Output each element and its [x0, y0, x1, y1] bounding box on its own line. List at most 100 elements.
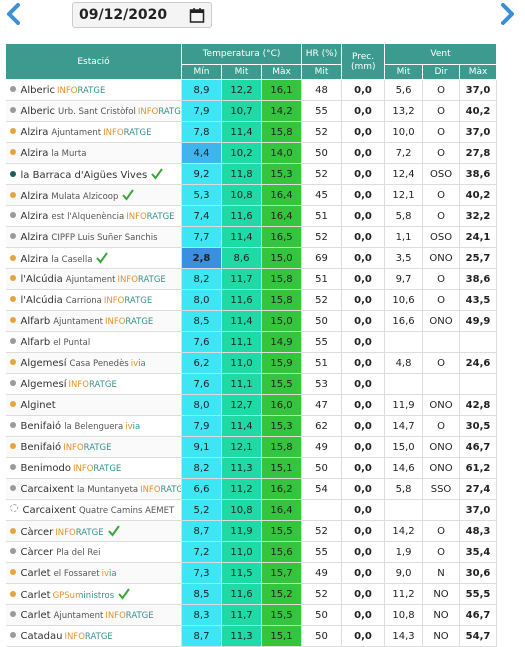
value-cell: 47 — [301, 394, 343, 416]
value-cell: 15,2 — [261, 583, 303, 605]
value-cell: 52 — [301, 289, 343, 311]
value-cell: 32,2 — [459, 205, 498, 227]
station-name: Alberic — [20, 84, 56, 96]
value-cell: 15,8 — [261, 268, 303, 290]
station-name: Benimodo — [20, 462, 71, 474]
value-cell: 15,8 — [261, 289, 303, 311]
value-cell: NO — [422, 625, 461, 647]
value-cell: O — [422, 184, 461, 206]
calendar-icon[interactable] — [189, 7, 205, 23]
network-tag: INFORATGE — [117, 274, 166, 285]
value-cell: 62 — [301, 415, 343, 437]
value-cell: 0,0 — [341, 541, 386, 563]
value-cell — [422, 499, 461, 521]
value-cell: 4,4 — [181, 142, 222, 164]
header-sub: Mín — [181, 64, 222, 80]
status-dot — [9, 527, 16, 534]
next-day-button[interactable] — [497, 3, 517, 25]
value-cell: 8,2 — [181, 268, 222, 290]
value-cell: 53 — [301, 373, 343, 395]
station-cell: Alfarb Ajuntament INFORATGE — [5, 310, 182, 332]
value-cell: 15,6 — [261, 541, 303, 563]
value-cell: 0,0 — [341, 520, 386, 542]
station-name: Càrcer — [20, 526, 54, 538]
value-cell: 50 — [301, 604, 343, 626]
station-cell: l'Alcúdia Ajuntament INFORATGE — [5, 268, 182, 290]
stations-table: Estació Temperatura (°C) HR (%) Prec. (m… — [5, 43, 498, 647]
station-name: l'Alcúdia — [20, 294, 63, 306]
network-tag: GPSuministros — [52, 590, 115, 601]
station-row: l'Alcúdia Ajuntament INFORATGE 8,2 11,7 15,8 5… — [5, 268, 498, 290]
toolbar: 09/12/2020 — [0, 0, 525, 32]
value-cell: 10,8 — [384, 604, 424, 626]
date-input[interactable]: 09/12/2020 — [72, 2, 212, 28]
value-cell: 11,0 — [221, 352, 262, 374]
prev-day-button[interactable] — [4, 3, 24, 25]
station-row: Benimodo INFORATGE 8,2 11,3 15,1 50 0,0 14,6 ONO… — [5, 457, 498, 479]
status-dot — [9, 463, 16, 470]
station-location: Carriona — [65, 295, 102, 306]
network-tag: INFORATGE — [103, 127, 152, 138]
status-dot — [9, 232, 16, 239]
check-icon — [96, 251, 109, 264]
value-cell: 16,4 — [261, 184, 303, 206]
status-dot — [9, 106, 16, 113]
value-cell: 0,0 — [341, 205, 386, 227]
status-dot — [9, 358, 16, 365]
station-cell: Benimodo INFORATGE — [5, 457, 182, 479]
station-name: Alfarb — [20, 336, 51, 348]
station-row: Carlet Ajuntament INFORATGE 8,3 11,7 15,5 50 0,… — [5, 604, 498, 626]
value-cell: 13,2 — [384, 100, 424, 122]
status-dot — [9, 547, 16, 554]
status-dot — [9, 568, 16, 575]
value-cell: 0,0 — [341, 79, 386, 101]
status-dot — [9, 631, 16, 638]
value-cell: 0,0 — [341, 163, 386, 185]
value-cell: 9,2 — [181, 163, 222, 185]
value-cell: 11,4 — [221, 415, 262, 437]
value-cell: 12,7 — [221, 394, 262, 416]
status-dot — [9, 191, 16, 198]
station-name: Alzira — [20, 253, 49, 265]
value-cell: 55 — [301, 541, 343, 563]
value-cell: 3,5 — [384, 247, 424, 269]
value-cell: 8,7 — [181, 520, 222, 542]
station-cell: Alfarb el Puntal — [5, 331, 182, 353]
network-tag: INFORATGE — [57, 85, 106, 96]
value-cell: 27,8 — [459, 142, 498, 164]
value-cell: 11,9 — [384, 394, 424, 416]
check-icon — [118, 587, 130, 600]
value-cell: 16,5 — [261, 226, 303, 248]
header-sub: Mit — [301, 64, 343, 80]
value-cell: 11,4 — [221, 226, 262, 248]
network-tag: INFORATGE — [126, 211, 175, 222]
header-sub: Dir — [422, 64, 461, 80]
value-cell: 0,0 — [341, 310, 386, 332]
value-cell: 15,1 — [261, 625, 303, 647]
value-cell: 11,9 — [221, 520, 262, 542]
station-cell: Carlet Ajuntament INFORATGE — [5, 604, 182, 626]
network-tag: ivia — [130, 358, 146, 369]
value-cell: 7,7 — [181, 226, 222, 248]
status-dot — [9, 254, 16, 261]
value-cell: 10,0 — [384, 121, 424, 143]
value-cell: ONO — [422, 310, 461, 332]
station-row: Alberic INFORATGE 8,9 12,2 16,1 48 0,0 5,6 O 37,0 — [5, 79, 498, 101]
value-cell: 51 — [301, 352, 343, 374]
value-cell: 38,6 — [459, 163, 498, 185]
station-name: Benifaió — [20, 441, 62, 453]
value-cell: 52 — [301, 520, 343, 542]
value-cell: 8,2 — [181, 457, 222, 479]
value-cell: 2,8 — [181, 247, 222, 269]
station-cell: la Barraca d'Aigües Vives — [5, 163, 182, 185]
value-cell: 51 — [301, 205, 343, 227]
value-cell: 11,5 — [221, 562, 262, 584]
value-cell: ONO — [422, 457, 461, 479]
value-cell: 14,7 — [384, 415, 424, 437]
value-cell: 7,8 — [181, 121, 222, 143]
station-row: Alzira la Casella 2,8 8,6 15,0 69 0,0 3,5 ONO 25,… — [5, 247, 498, 269]
header-wind: Vent — [384, 43, 498, 65]
station-cell: Carlet GPSuministros — [5, 583, 182, 605]
value-cell: 15,5 — [261, 520, 303, 542]
